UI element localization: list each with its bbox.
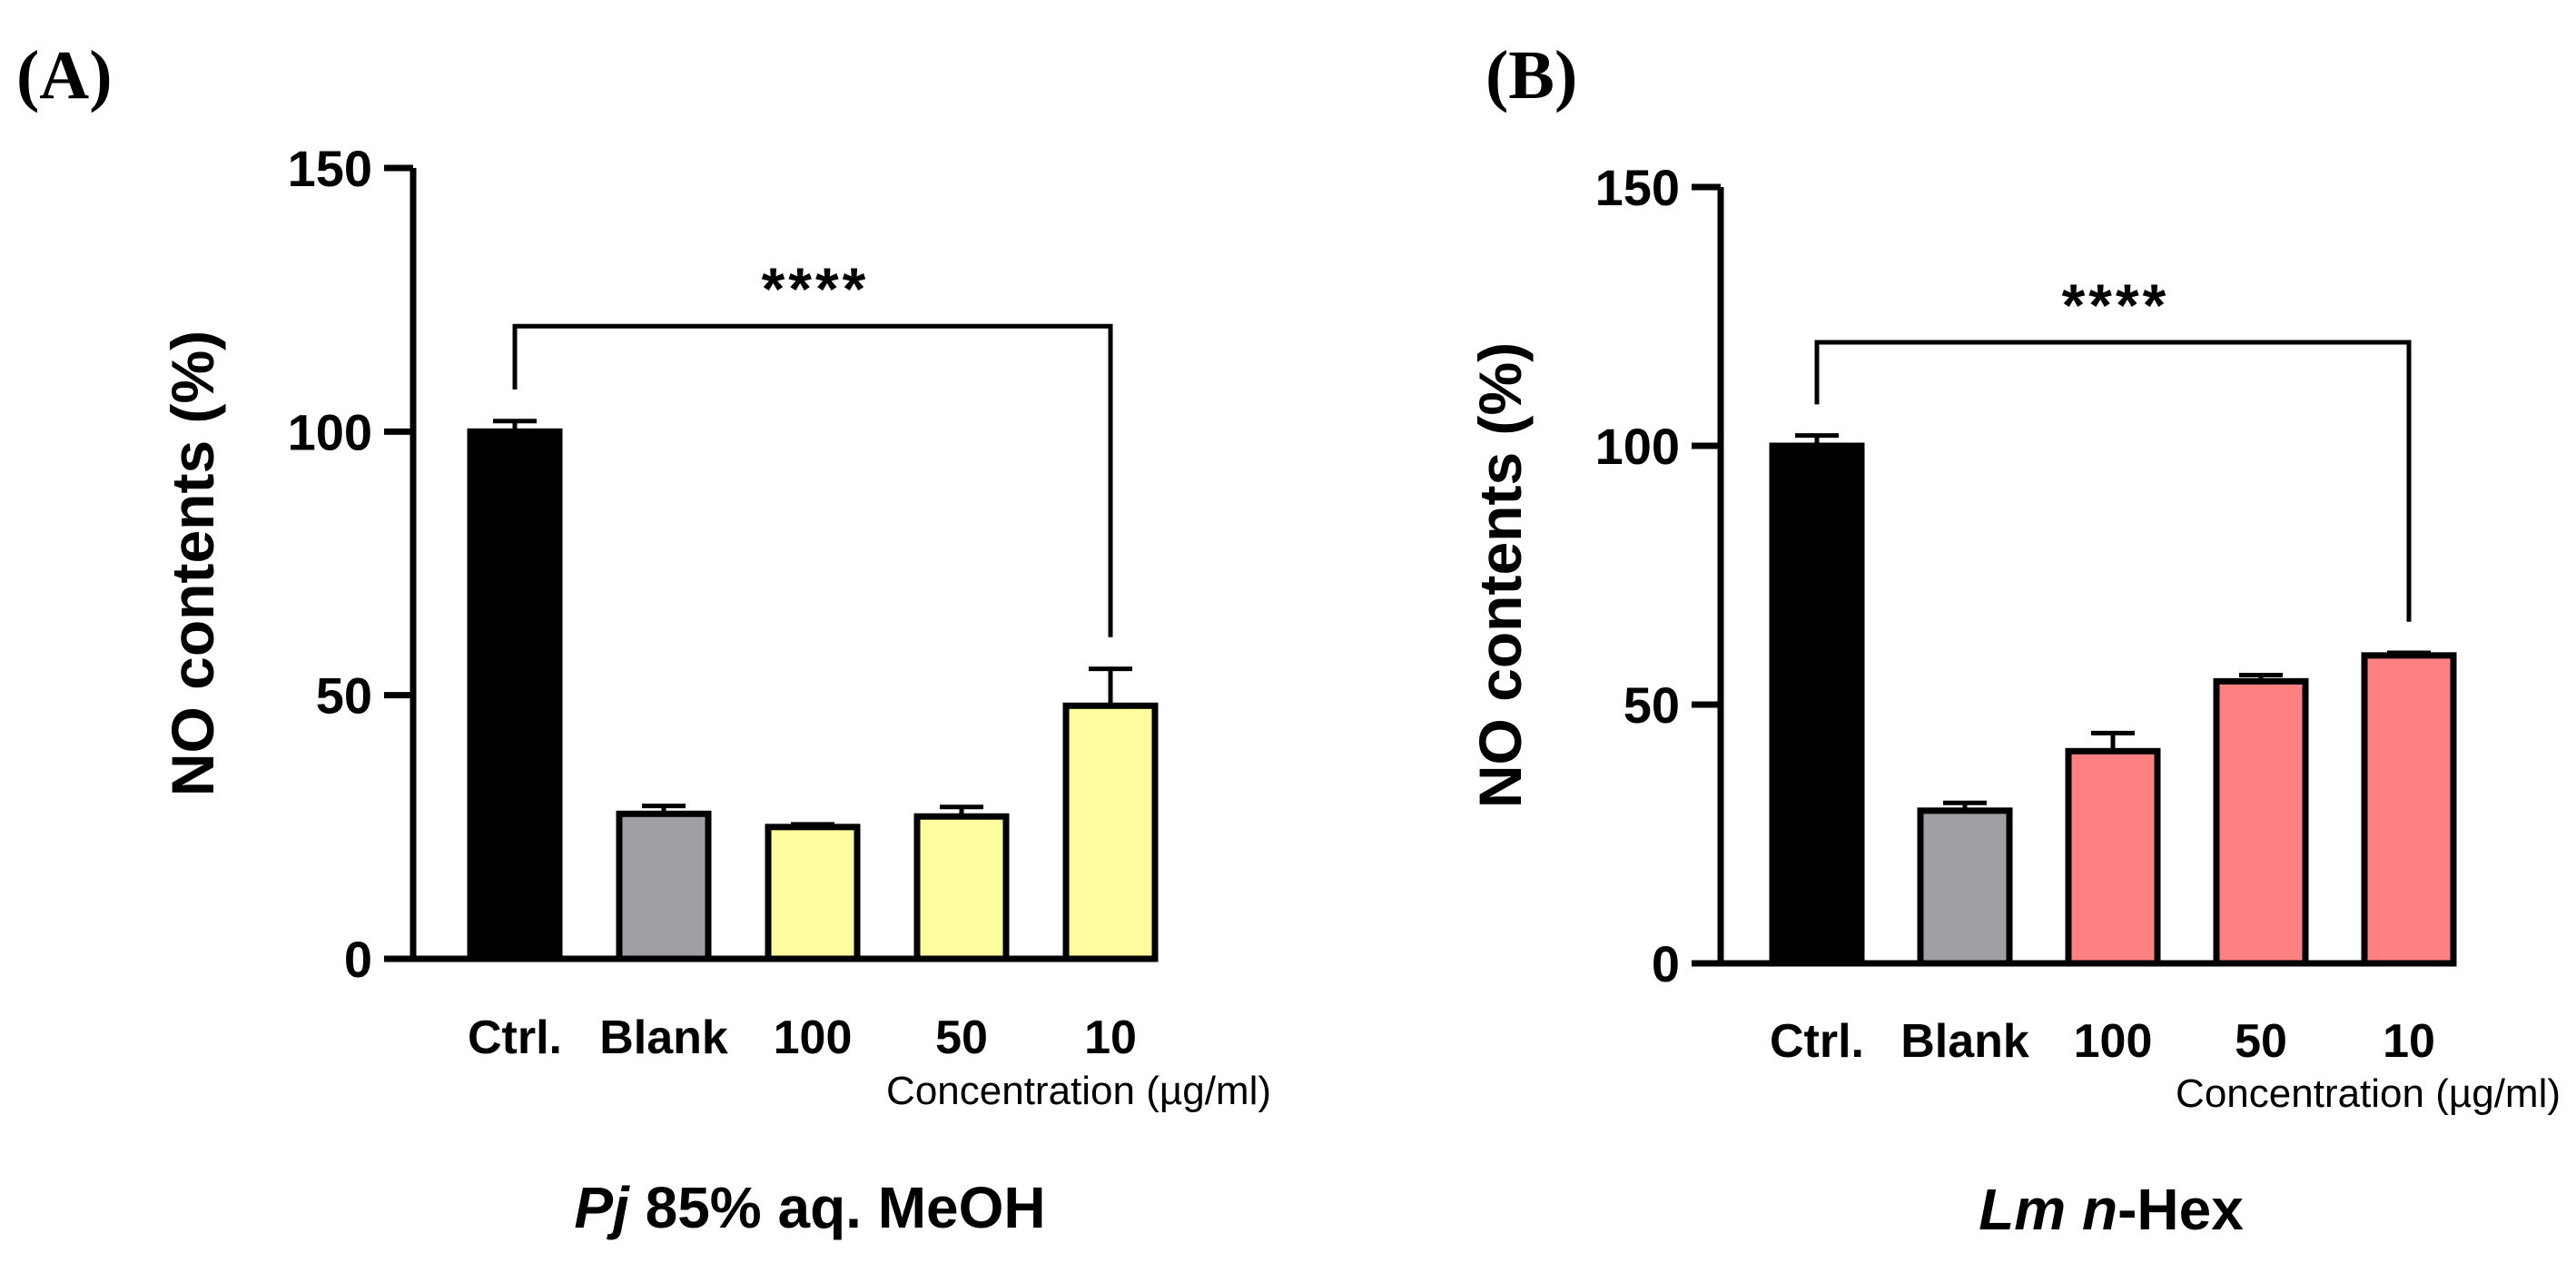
chart-title-italic: Lm n — [1979, 1177, 2117, 1242]
chart-title: Pj 85% aq. MeOH — [574, 1175, 1045, 1240]
panel-label: (B) — [1485, 37, 1577, 113]
category-label: 10 — [1084, 1011, 1137, 1064]
bar-blank — [616, 810, 712, 962]
chart-title: Lm n-Hex — [1979, 1177, 2244, 1242]
y-tick-label: 150 — [1595, 159, 1680, 216]
category-label: Ctrl. — [468, 1011, 562, 1064]
category-label: 50 — [935, 1011, 988, 1064]
chart-panel-a: (A) NO contents (%) 0 50 100 150 Ctrl. Blank 100… — [16, 37, 1271, 1240]
category-label: Ctrl. — [1770, 1015, 1864, 1068]
chart-title-italic: Pj — [574, 1175, 630, 1240]
category-label: 100 — [2074, 1015, 2153, 1068]
y-tick-label: 100 — [1595, 418, 1680, 475]
category-label: 50 — [2235, 1015, 2287, 1068]
y-axis-title: NO contents (%) — [1466, 342, 1534, 808]
y-axis-title: NO contents (%) — [159, 331, 226, 796]
significance-bracket — [1814, 340, 2412, 622]
bar-10 — [1062, 702, 1159, 962]
category-label: 10 — [2383, 1015, 2435, 1068]
category-label: 100 — [774, 1011, 853, 1064]
bar-50 — [913, 813, 1010, 962]
y-tick-label: 0 — [344, 931, 372, 988]
chart-panel-b: (B) NO contents (%) 0 50 100 150 Ctrl. Blank 100… — [1466, 37, 2561, 1242]
bar-ctrl — [1769, 442, 1865, 967]
y-tick-label: 50 — [1624, 676, 1680, 734]
bar-blank — [1917, 807, 2013, 967]
x-axis-label: Concentration (µg/ml) — [886, 1069, 1271, 1113]
bar-100 — [2065, 747, 2161, 967]
chart-title-rest: -Hex — [2117, 1177, 2244, 1242]
y-tick-label: 150 — [288, 140, 372, 197]
y-tick-label: 50 — [316, 667, 372, 725]
bar-10 — [2361, 652, 2457, 967]
bar-50 — [2213, 677, 2309, 967]
significance-bracket — [512, 323, 1113, 637]
bar-ctrl — [467, 428, 563, 962]
bar-100 — [765, 824, 861, 962]
significance-label: **** — [762, 255, 870, 322]
significance-label: **** — [2062, 271, 2170, 339]
category-label: Blank — [599, 1011, 728, 1064]
panel-label: (A) — [16, 37, 113, 113]
x-axis-label: Concentration (µg/ml) — [2176, 1071, 2561, 1116]
chart-title-rest: 85% aq. MeOH — [629, 1175, 1046, 1240]
y-tick-label: 100 — [288, 403, 372, 460]
y-tick-label: 0 — [1652, 935, 1680, 992]
category-label: Blank — [1900, 1015, 2029, 1068]
